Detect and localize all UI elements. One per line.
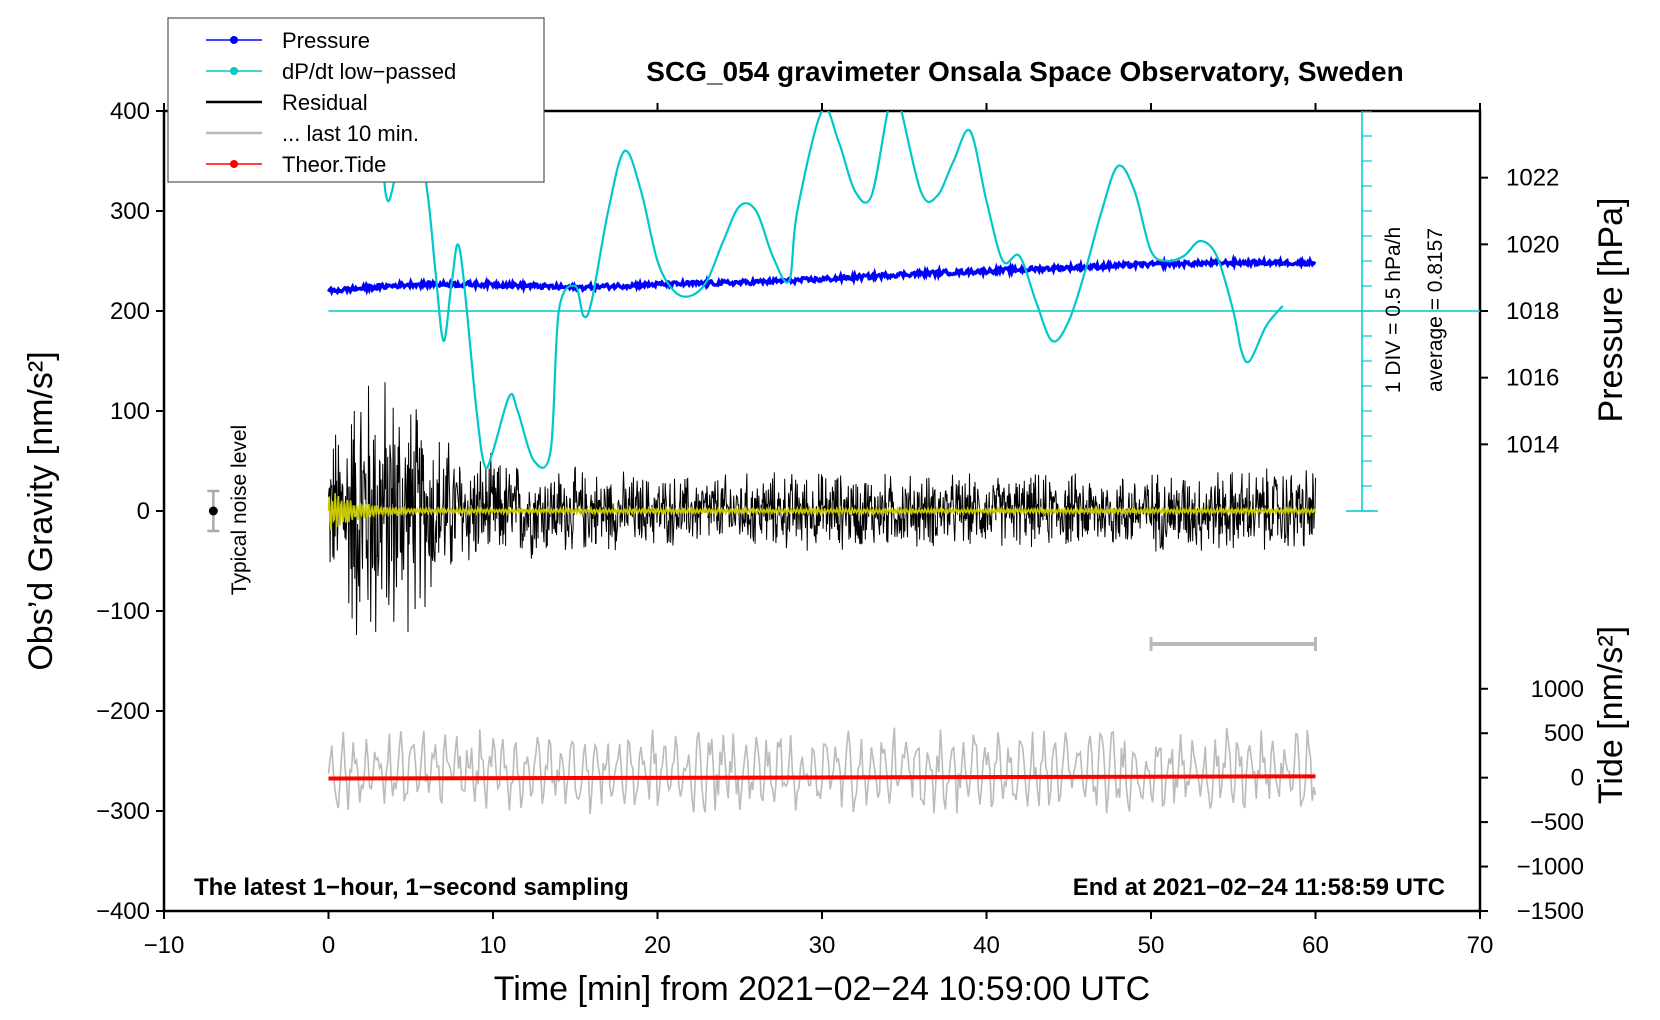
tide-axis-title: Tide [nm/s²] bbox=[1592, 626, 1630, 804]
x-axis-title: Time [min] from 2021−02−24 10:59:00 UTC bbox=[494, 970, 1150, 1008]
tide-tick-label: −1500 bbox=[1517, 898, 1584, 925]
legend-entry: Theor.Tide bbox=[206, 152, 386, 177]
pressure-tick-label: 1014 bbox=[1506, 431, 1559, 458]
pressure-line bbox=[326, 253, 1317, 297]
x-tick-label: 10 bbox=[480, 932, 507, 959]
x-tick-label: 20 bbox=[644, 932, 671, 959]
x-tick-label: 40 bbox=[973, 932, 1000, 959]
noise-bar-dot bbox=[208, 506, 218, 516]
ticks-layer: −10 0 10 20 30 40 50 60 70−400−300−200−100010020… bbox=[96, 98, 1584, 959]
x-tick-label: −10 bbox=[144, 932, 185, 959]
y-tick-label: 300 bbox=[110, 198, 150, 225]
chart-title: SCG_054 gravimeter Onsala Space Observat… bbox=[646, 56, 1403, 87]
pressure-tick-label: 1022 bbox=[1506, 165, 1559, 192]
legend-marker bbox=[230, 67, 238, 75]
x-tick-label: 50 bbox=[1138, 932, 1165, 959]
pressure-tick-label: 1018 bbox=[1506, 298, 1559, 325]
y-tick-label: 100 bbox=[110, 398, 150, 425]
legend-label: Theor.Tide bbox=[282, 152, 386, 177]
tide-tick-label: −500 bbox=[1530, 809, 1584, 836]
series-layer bbox=[326, 111, 1480, 815]
x-tick-label: 30 bbox=[809, 932, 836, 959]
dpdt-line bbox=[376, 111, 1284, 470]
sampling-note: The latest 1−hour, 1−second sampling bbox=[194, 874, 629, 901]
y-tick-label: −100 bbox=[96, 598, 150, 625]
legend-marker bbox=[230, 160, 238, 168]
y-tick-label: −200 bbox=[96, 698, 150, 725]
tide-line bbox=[328, 774, 1316, 781]
y-tick-label: 0 bbox=[137, 498, 150, 525]
noise-level-label: Typical noise level bbox=[228, 425, 251, 595]
y-tick-label: 200 bbox=[110, 298, 150, 325]
tide-tick-label: 0 bbox=[1571, 765, 1584, 792]
y-tick-label: −400 bbox=[96, 898, 150, 925]
legend-entry: Pressure bbox=[206, 28, 370, 53]
legend-entry: ... last 10 min. bbox=[206, 121, 419, 146]
tide-tick-label: 1000 bbox=[1531, 676, 1584, 703]
residual-smoothed-line bbox=[327, 493, 1317, 531]
legend-label: ... last 10 min. bbox=[282, 121, 419, 146]
dpdt-average-label: average = 0.8157 bbox=[1424, 228, 1447, 392]
x-tick-label: 0 bbox=[322, 932, 335, 959]
dpdt-scale-label: 1 DIV = 0.5 hPa/h bbox=[1382, 227, 1405, 393]
legend-marker bbox=[230, 36, 238, 44]
legend-entry: dP/dt low−passed bbox=[206, 59, 456, 84]
pressure-tick-label: 1016 bbox=[1506, 365, 1559, 392]
left-axis-title: Obs’d Gravity [nm/s²] bbox=[22, 351, 60, 670]
legend-box bbox=[167, 17, 545, 183]
legend-label: Pressure bbox=[282, 28, 370, 53]
tide-tick-label: 500 bbox=[1544, 720, 1584, 747]
annotation-layer bbox=[207, 489, 1317, 651]
pressure-axis-title: Pressure [hPa] bbox=[1592, 198, 1630, 423]
legend: Pressure dP/dt low−passed Residual ... last… bbox=[167, 17, 545, 183]
last-10min-line bbox=[327, 727, 1317, 815]
legend-label: dP/dt low−passed bbox=[282, 59, 456, 84]
tide-tick-label: −1000 bbox=[1517, 854, 1584, 881]
y-tick-label: 400 bbox=[110, 98, 150, 125]
legend-label: Residual bbox=[282, 90, 368, 115]
x-tick-label: 70 bbox=[1467, 932, 1494, 959]
pressure-tick-label: 1020 bbox=[1506, 231, 1559, 258]
x-tick-label: 60 bbox=[1302, 932, 1329, 959]
y-tick-label: −300 bbox=[96, 798, 150, 825]
end-time-note: End at 2021−02−24 11:58:59 UTC bbox=[1073, 874, 1445, 901]
legend-entry: Residual bbox=[206, 90, 368, 115]
